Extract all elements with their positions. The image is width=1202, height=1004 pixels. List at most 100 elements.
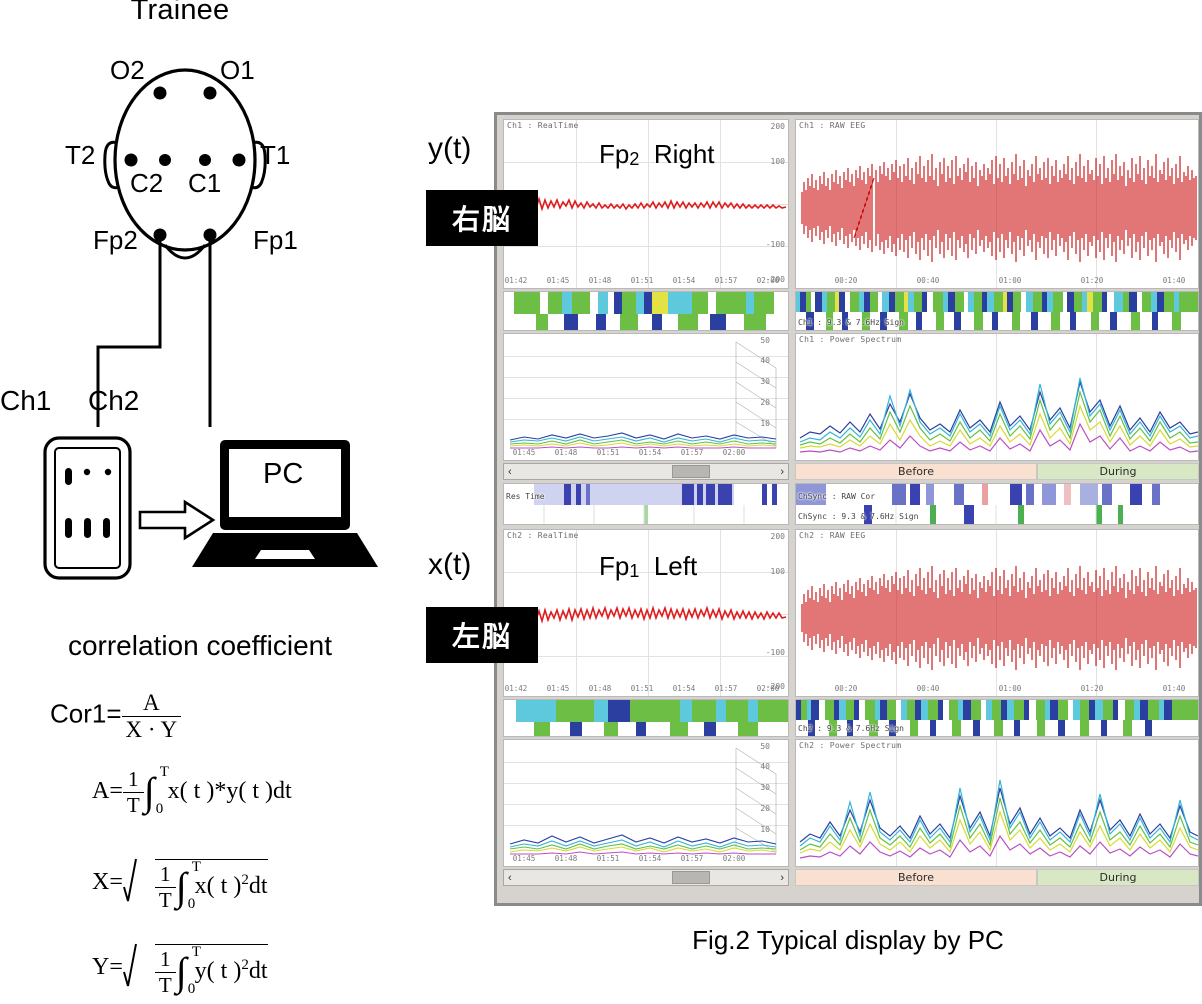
- radical-sign-icon: [122, 858, 137, 902]
- ch1-raw-eeg-trace: [801, 154, 1197, 262]
- y-int-upper: T: [191, 944, 201, 961]
- xtick: 01:54: [672, 276, 696, 285]
- tag-left-brain: 左脳: [426, 607, 538, 663]
- ytick-200: 200: [770, 532, 785, 541]
- xtick: 02:00: [756, 684, 780, 693]
- y-body: y( t ): [194, 957, 242, 984]
- band-strip-right-bottom: [796, 700, 1198, 736]
- x-frac-num: 1: [154, 862, 176, 888]
- phase-before-bottom[interactable]: Before: [795, 869, 1037, 886]
- bandrow-ch2-left[interactable]: [503, 699, 789, 737]
- overlay-fp2-right: Fp2 Right: [599, 139, 715, 170]
- chsync-raw-cor-label: ChSync : RAW Cor: [798, 492, 876, 501]
- panel-title-ch2-raw-eeg: Ch2 : RAW EEG: [799, 531, 866, 540]
- phase-before-label: Before: [898, 871, 934, 884]
- ch1-raw-eeg-xaxis: 00:20 00:40 01:00 01:20 01:40: [796, 276, 1198, 288]
- horizontal-scrollbar-bottom[interactable]: ‹ ›: [503, 869, 789, 886]
- band-strip-left-bottom: [504, 700, 788, 736]
- band-strip-left-top: [504, 292, 788, 330]
- a-int-upper: T: [159, 764, 169, 781]
- ch2-realtime-xaxis: 01:42 01:45 01:48 01:51 01:54 01:57 02:0…: [504, 684, 788, 696]
- ch1-spectrum-left-traces: [509, 341, 777, 449]
- head-svg: [96, 68, 267, 427]
- panel-title-ch2-realtime: Ch2 : RealTime: [507, 531, 579, 540]
- x-exponent: 2: [241, 871, 249, 888]
- y-int-lower: 0: [187, 981, 196, 998]
- phase-during-bottom[interactable]: During: [1037, 869, 1199, 886]
- ch1-realtime-xaxis: 01:42 01:45 01:48 01:51 01:54 01:57 02:0…: [504, 276, 788, 288]
- panel-res-time[interactable]: Res Time: [503, 483, 789, 525]
- xtick: 01:54: [672, 684, 696, 693]
- xtick: 01:45: [546, 684, 570, 693]
- overlay-fp2-side: Right: [653, 139, 715, 169]
- spec-ytick-40: 40: [760, 356, 770, 365]
- xtick: 01:48: [554, 448, 578, 457]
- overlay-fp1-side: Left: [653, 551, 698, 581]
- horizontal-scrollbar-top[interactable]: ‹ ›: [503, 463, 789, 480]
- correlation-coefficient-title: correlation coefficient: [67, 630, 333, 661]
- band-strip-right-top: [796, 292, 1198, 330]
- xtick: 01:42: [504, 684, 528, 693]
- xtick: 00:40: [916, 684, 940, 693]
- cor1-name: Cor1=: [50, 698, 122, 729]
- cor1-denominator: X · Y: [125, 716, 178, 742]
- scroll-left-arrow-icon[interactable]: ‹: [508, 465, 512, 478]
- a-body: x( t )*y( t )dt: [167, 777, 292, 804]
- ch2-realtime-trace: [529, 605, 787, 624]
- spec-ytick-50: 50: [760, 336, 770, 345]
- cor1-numerator: A: [121, 690, 182, 717]
- panel-ch2-raw-eeg[interactable]: Ch2 : RAW EEG 00:20 00:40 01:00 01:20 01…: [795, 529, 1199, 697]
- electrode-label-C2: C2: [130, 168, 164, 198]
- panel-title-ch2-spectrum: Ch2 : Power Spectrum: [799, 741, 902, 750]
- y-exponent: 2: [241, 956, 249, 973]
- electrode-label-T1: T1: [260, 140, 291, 170]
- formula-x: X= 1 T ∫ T 0 x( t )2dt: [92, 855, 268, 912]
- panel-ch1-realtime[interactable]: Ch1 : RealTime 200 100 -100 -200 01:42 0…: [503, 119, 789, 289]
- scroll-thumb[interactable]: [672, 465, 710, 478]
- device-svg: [43, 436, 378, 580]
- band-label-ch2: Ch2 : 9.3 & 7.6Hz Sign: [798, 724, 904, 733]
- scroll-right-arrow-icon[interactable]: ›: [780, 465, 784, 478]
- scroll-left-arrow-icon[interactable]: ‹: [508, 871, 512, 884]
- phase-before-top[interactable]: Before: [795, 463, 1037, 480]
- scroll-right-arrow-icon[interactable]: ›: [780, 871, 784, 884]
- xtick: 01:57: [680, 448, 704, 457]
- x-name: X=: [92, 868, 123, 895]
- spec-ytick-20: 20: [760, 398, 770, 407]
- pc-label: PC: [263, 458, 304, 490]
- spec-ytick-30: 30: [760, 783, 770, 792]
- x-int-lower: 0: [187, 896, 196, 913]
- ytick-neg200: -200: [765, 682, 785, 691]
- band-label-ch1: Ch1 : 9.3 & 7.6Hz Sign: [798, 318, 904, 327]
- xtick: 01:51: [596, 448, 620, 457]
- eeg-software-window[interactable]: Ch1 : RealTime 200 100 -100 -200 01:42 0…: [494, 112, 1202, 906]
- phase-during-top[interactable]: During: [1037, 463, 1199, 480]
- scroll-thumb[interactable]: [672, 871, 710, 884]
- panel-ch2-realtime[interactable]: Ch2 : RealTime 200 100 -100 -200 01:42 0…: [503, 529, 789, 697]
- panel-ch2-spectrum-right[interactable]: Ch2 : Power Spectrum: [795, 739, 1199, 867]
- panel-chsync[interactable]: ChSync : RAW Cor ChSync : 9.3 & 7.6Hz Si…: [795, 483, 1199, 525]
- chsync-strip: [796, 484, 1198, 524]
- xtick: 01:51: [630, 684, 654, 693]
- bandrow-ch1-left[interactable]: [503, 291, 789, 331]
- head-electrode-diagram: O2 O1 T2 T1 C2 C1 Fp2 Fp1: [60, 55, 360, 427]
- spec-ytick-50: 50: [760, 742, 770, 751]
- formula-y: Y= 1 T ∫ T 0 y( t )2dt: [92, 940, 268, 997]
- ytick-neg200: -200: [765, 275, 785, 284]
- bandrow-ch2-right[interactable]: Ch2 : 9.3 & 7.6Hz Sign: [795, 699, 1199, 737]
- electrode-label-T2: T2: [65, 140, 96, 170]
- panel-ch1-raw-eeg[interactable]: Ch1 : RAW EEG 00:20 00:40 01:00 01:20 01…: [795, 119, 1199, 289]
- xtick: 01:51: [630, 276, 654, 285]
- panel-ch1-spectrum-right[interactable]: Ch1 : Power Spectrum: [795, 333, 1199, 461]
- panel-ch1-spectrum-left[interactable]: 50 40 30 20 10 01:45 01:48 01:51 01:54 0…: [503, 333, 789, 461]
- panel-ch2-spectrum-left[interactable]: 50 40 30 20 10 01:45 01:48 01:51 01:54 0…: [503, 739, 789, 867]
- xtick: 01:45: [546, 276, 570, 285]
- tag-right-brain: 右脳: [426, 190, 538, 246]
- channel2-label: Ch2: [88, 385, 140, 416]
- signal-label-xt: x(t): [428, 548, 472, 581]
- x-body: x( t ): [194, 872, 242, 899]
- a-name: A=: [92, 777, 123, 804]
- panel-title-ch1-spectrum: Ch1 : Power Spectrum: [799, 335, 902, 344]
- phase-before-label: Before: [898, 465, 934, 478]
- bandrow-ch1-right[interactable]: Ch1 : 9.3 & 7.6Hz Sign: [795, 291, 1199, 331]
